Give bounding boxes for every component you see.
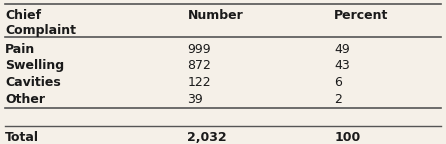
Text: Chief
Complaint: Chief Complaint [5, 9, 76, 37]
Text: 49: 49 [334, 43, 350, 56]
Text: Cavities: Cavities [5, 76, 61, 89]
Text: 39: 39 [187, 93, 203, 106]
Text: 2: 2 [334, 93, 342, 106]
Text: 872: 872 [187, 59, 211, 72]
Text: Percent: Percent [334, 9, 388, 22]
Text: 43: 43 [334, 59, 350, 72]
Text: 999: 999 [187, 43, 211, 56]
Text: 6: 6 [334, 76, 342, 89]
Text: Total: Total [5, 131, 39, 144]
Text: 122: 122 [187, 76, 211, 89]
Text: 2,032: 2,032 [187, 131, 227, 144]
Text: Other: Other [5, 93, 45, 106]
Text: 100: 100 [334, 131, 360, 144]
Text: Swelling: Swelling [5, 59, 64, 72]
Text: Number: Number [187, 9, 243, 22]
Text: Pain: Pain [5, 43, 35, 56]
